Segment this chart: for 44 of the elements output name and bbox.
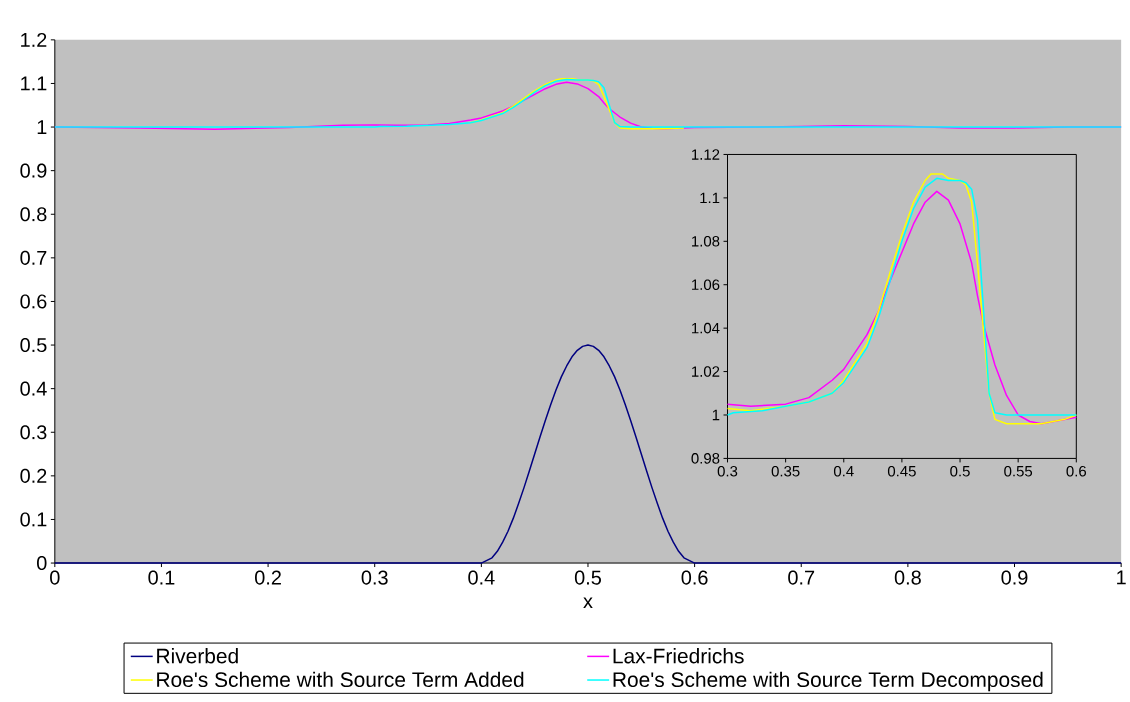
y-tick-label: 0.5 — [20, 338, 47, 353]
x-tick-label: 0.6 — [681, 570, 708, 585]
y-tick-label: 1.06 — [692, 279, 720, 291]
x-tick-label: 0.4 — [833, 466, 854, 477]
y-tick-label: 0.4 — [20, 381, 47, 396]
legend-label: Lax-Friedrichs — [613, 648, 744, 664]
x-tick-label: 0.45 — [887, 466, 916, 477]
legend-label: Roe's Scheme with Source Term Decomposed — [613, 671, 1043, 692]
x-tick-label: 0.55 — [1004, 466, 1033, 477]
x-axis-title: x — [583, 597, 593, 609]
x-tick-label: 0.5 — [950, 466, 970, 477]
y-tick-label: 1.02 — [692, 366, 720, 378]
x-tick-label: 0.5 — [574, 570, 601, 585]
y-tick-label: 0.1 — [20, 512, 47, 527]
line-series — [469, 78, 685, 130]
y-tick-label: 1.2 — [21, 33, 47, 48]
x-tick-label: 0.1 — [148, 570, 175, 585]
y-tick-label: 0 — [37, 556, 47, 571]
y-tick-label: 0.8 — [20, 207, 47, 222]
y-tick-label: 0.9 — [20, 163, 47, 178]
x-tick-label: 0.35 — [771, 466, 800, 477]
x-tick-label: 0.4 — [468, 570, 495, 585]
y-tick-label: 1.1 — [700, 192, 720, 204]
y-tick-label: 1.1 — [21, 76, 47, 91]
y-tick-label: 1 — [712, 410, 720, 421]
legend-label: Roe's Scheme with Source Term Added — [157, 671, 524, 688]
y-tick-label: 0.6 — [20, 294, 47, 309]
x-tick-label: 1 — [1117, 570, 1126, 585]
y-tick-label: 1.08 — [692, 236, 720, 247]
x-tick-label: 0.6 — [1066, 466, 1087, 477]
y-tick-label: 0.98 — [691, 453, 720, 464]
x-tick-label: 0.7 — [788, 570, 815, 585]
x-tick-label: 0.2 — [255, 570, 281, 585]
y-tick-label: 1.04 — [692, 323, 720, 334]
legend-label: Riverbed — [157, 648, 238, 664]
y-tick-label: 1 — [37, 120, 47, 135]
x-tick-label: 0 — [50, 570, 60, 585]
y-tick-label: 0.7 — [20, 251, 47, 266]
x-tick-label: 0.9 — [1001, 570, 1028, 585]
x-tick-label: 0.8 — [894, 570, 921, 585]
x-tick-label: 0.3 — [361, 570, 388, 585]
y-tick-label: 0.3 — [20, 425, 47, 440]
x-tick-label: 0.3 — [717, 466, 738, 477]
y-tick-label: 1.12 — [692, 149, 720, 160]
